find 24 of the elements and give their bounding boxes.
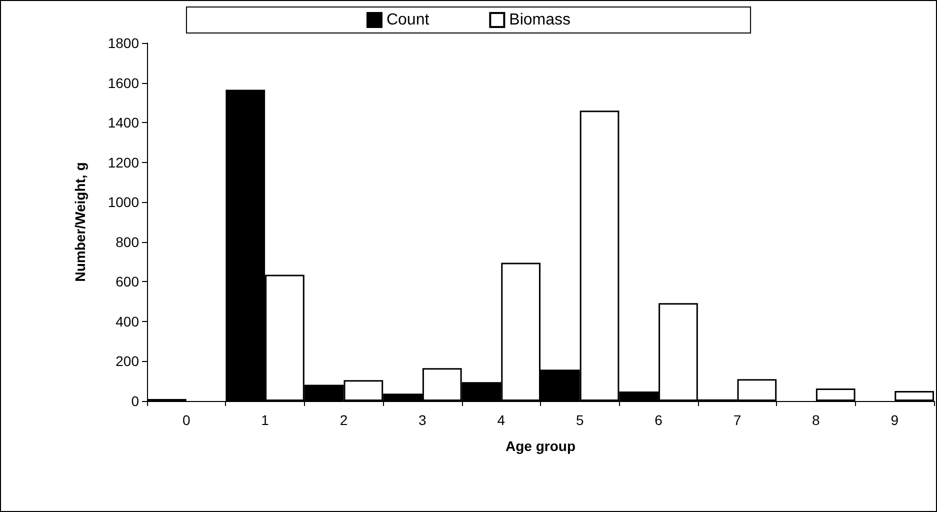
x-axis-title: Age group (506, 438, 576, 454)
y-tick-label: 0 (131, 393, 140, 409)
x-tick-label: 9 (890, 412, 899, 428)
x-tick-label: 8 (812, 412, 820, 428)
y-tick-label: 600 (116, 274, 140, 290)
legend-label: Count (386, 12, 430, 28)
y-tick-label: 1000 (108, 194, 140, 210)
x-tick-label: 4 (497, 412, 506, 428)
y-tick-label: 1600 (108, 74, 140, 91)
y-tick-label: 1800 (108, 35, 140, 51)
x-tick-label: 0 (182, 412, 190, 428)
x-tick-label: 3 (418, 412, 427, 428)
y-tick-label: 1200 (108, 154, 140, 170)
x-tick-label: 6 (654, 412, 663, 428)
y-tick-label: 400 (116, 313, 140, 330)
x-tick-label: 5 (576, 412, 584, 428)
y-tick-label: 200 (116, 353, 140, 370)
legend-label: Biomass (509, 12, 571, 28)
y-axis-title: Number/Weight, g (72, 162, 88, 282)
y-tick-label: 1400 (108, 114, 140, 131)
x-tick-label: 1 (261, 412, 270, 428)
x-tick-label: 2 (340, 412, 348, 428)
y-tick-label: 800 (116, 234, 140, 250)
x-tick-label: 7 (733, 412, 742, 428)
